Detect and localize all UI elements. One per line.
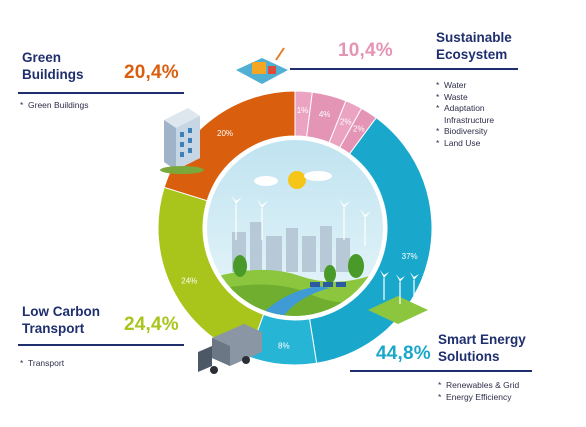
list-item: Land Use [436, 138, 536, 150]
sustainable-ecosystem-rule [290, 68, 518, 70]
low-carbon-transport-heading: Low Carbon Transport [22, 304, 100, 336]
list-item: Biodiversity [436, 126, 536, 138]
list-item: Waste [436, 92, 536, 104]
list-item: Adaptation Infrastructure [436, 103, 536, 126]
smart-energy-percent: 44,8% [376, 343, 431, 364]
segment-label: 8% [278, 341, 290, 350]
waste-recycling-icon [236, 47, 288, 84]
wind-farm-icon [368, 270, 428, 324]
sustainable-ecosystem-percent: 10,4% [338, 40, 393, 61]
green-buildings-rule [18, 92, 184, 94]
list-item: Water [436, 80, 536, 92]
sustainable-ecosystem-heading: Sustainable Ecosystem [436, 30, 512, 62]
sustainable-ecosystem-list: Water Waste Adaptation Infrastructure Bi… [436, 80, 536, 149]
segment-label: 4% [319, 110, 331, 119]
green-buildings-list: Green Buildings [20, 100, 90, 112]
smart-energy-rule [350, 370, 532, 372]
segment-label: 37% [402, 252, 418, 261]
smart-energy-heading: Smart Energy Solutions [438, 332, 526, 364]
list-item: Energy Efficiency [438, 392, 548, 404]
smart-energy-list: Renewables & Grid Energy Efficiency [438, 380, 548, 403]
segment-label: 20% [217, 129, 233, 138]
low-carbon-transport-rule [18, 344, 184, 346]
list-item: Transport [20, 358, 100, 370]
city-landscape-illustration [207, 140, 383, 316]
lorry-icon [198, 324, 262, 374]
building-icon [160, 108, 204, 174]
segment-label: 2% [340, 117, 352, 126]
list-item: Renewables & Grid [438, 380, 548, 392]
low-carbon-transport-list: Transport [20, 358, 100, 370]
list-item: Green Buildings [20, 100, 90, 112]
low-carbon-transport-percent: 24,4% [124, 314, 179, 335]
green-buildings-heading: Green Buildings [22, 50, 84, 82]
green-buildings-percent: 20,4% [124, 62, 179, 83]
segment-label: 1% [297, 106, 309, 115]
segment-label: 2% [353, 125, 365, 134]
donut-segment-labels: 1% 4% 2%2% 37% 8% 24% 20% [181, 106, 417, 350]
segment-label: 24% [181, 276, 197, 285]
